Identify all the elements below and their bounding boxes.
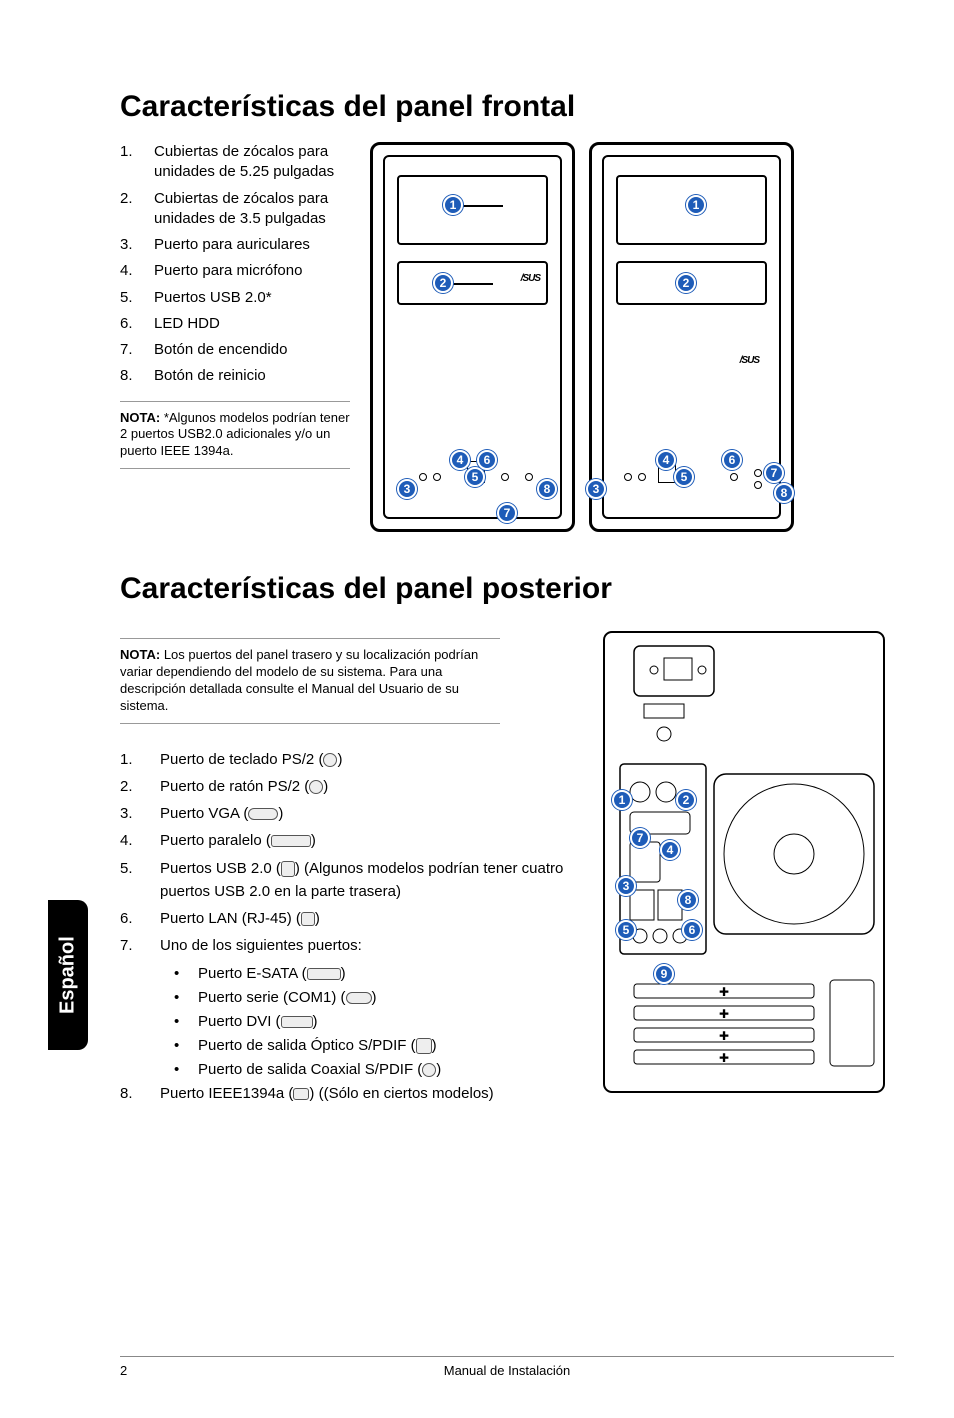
esata-icon [307, 968, 341, 980]
rear-list-item: 3.Puerto VGA () [120, 802, 564, 825]
front-diagrams: /SUS 12345678 /SUS [370, 142, 894, 532]
callout-6: 6 [722, 450, 742, 470]
callout-5: 5 [465, 467, 485, 487]
page-footer: 2 Manual de Instalación [120, 1356, 894, 1378]
callout-2: 2 [676, 273, 696, 293]
callout-4: 4 [660, 840, 680, 860]
callout-9: 9 [654, 964, 674, 984]
vga-icon [248, 808, 278, 820]
front-list-item: 5.Puertos USB 2.0* [120, 288, 350, 308]
rear-sublist-item: Puerto DVI () [174, 1010, 564, 1034]
svg-text:✚: ✚ [719, 1007, 729, 1021]
rear-sublist-item: Puerto de salida Coaxial S/PDIF () [174, 1058, 564, 1082]
front-list-item: 8.Botón de reinicio [120, 366, 350, 386]
svg-text:✚: ✚ [719, 1051, 729, 1065]
callout-7: 7 [497, 503, 517, 523]
callout-2: 2 [433, 273, 453, 293]
callout-5: 5 [616, 920, 636, 940]
rear-panel-text: NOTA: Los puertos del panel trasero y su… [120, 624, 564, 1109]
ps2-icon [309, 780, 323, 794]
callout-7: 7 [630, 828, 650, 848]
front-list-item: 4.Puerto para micrófono [120, 261, 350, 281]
callout-6: 6 [682, 920, 702, 940]
rear-list-item: 8.Puerto IEEE1394a () ((Sólo en ciertos … [120, 1082, 564, 1105]
front-panel-list: 1.Cubiertas de zócalos para unidades de … [120, 142, 350, 469]
front-list-item: 3.Puerto para auriculares [120, 235, 350, 255]
rear-panel-section: NOTA: Los puertos del panel trasero y su… [120, 624, 894, 1109]
ps2-icon [323, 753, 337, 767]
front-list-item: 1.Cubiertas de zócalos para unidades de … [120, 142, 350, 183]
callout-3: 3 [616, 876, 636, 896]
rear-list-item: 6.Puerto LAN (RJ-45) () [120, 907, 564, 930]
front-list-item: 7.Botón de encendido [120, 340, 350, 360]
rear-sublist-item: Puerto E-SATA () [174, 962, 564, 986]
rear-sublist-item: Puerto de salida Óptico S/PDIF () [174, 1034, 564, 1058]
callout-4: 4 [656, 450, 676, 470]
callout-7: 7 [764, 463, 784, 483]
callout-1: 1 [443, 195, 463, 215]
rear-list-item: 7.Uno de los siguientes puertos: [120, 934, 564, 957]
par-icon [271, 835, 311, 847]
rear-list-item: 1.Puerto de teclado PS/2 () [120, 748, 564, 771]
rear-list-item: 4.Puerto paralelo () [120, 829, 564, 852]
rear-note: NOTA: Los puertos del panel trasero y su… [120, 638, 500, 724]
rear-sublist-item: Puerto serie (COM1) () [174, 986, 564, 1010]
callout-8: 8 [678, 890, 698, 910]
front-note: NOTA: *Algunos modelos podrían tener 2 p… [120, 401, 350, 470]
callout-3: 3 [397, 479, 417, 499]
tower-diagram-b: /SUS 1 2 3 45 6 78 [589, 142, 794, 532]
spdif-c-icon [422, 1063, 436, 1077]
rear-list-item: 2.Puerto de ratón PS/2 () [120, 775, 564, 798]
front-panel-section: 1.Cubiertas de zócalos para unidades de … [120, 142, 894, 532]
page-content: Características del panel frontal 1.Cubi… [0, 0, 954, 1139]
front-list-item: 2.Cubiertas de zócalos para unidades de … [120, 189, 350, 230]
rear-list-item: 5.Puertos USB 2.0 () (Algunos modelos po… [120, 857, 564, 904]
callout-1: 1 [686, 195, 706, 215]
front-panel-title: Características del panel frontal [120, 90, 894, 124]
callout-8: 8 [774, 483, 794, 503]
usb-icon [281, 861, 295, 877]
front-list-item: 6.LED HDD [120, 314, 350, 334]
lan-icon [301, 912, 315, 926]
callout-2: 2 [676, 790, 696, 810]
callout-1: 1 [612, 790, 632, 810]
callout-3: 3 [586, 479, 606, 499]
asus-logo: /SUS [521, 273, 540, 284]
callout-4: 4 [450, 450, 470, 470]
asus-logo: /SUS [740, 355, 759, 366]
footer-title: Manual de Instalación [160, 1363, 854, 1378]
svg-text:✚: ✚ [719, 1029, 729, 1043]
spdif-o-icon [416, 1038, 432, 1054]
callout-8: 8 [537, 479, 557, 499]
rear-panel-title: Características del panel posterior [120, 572, 894, 606]
tower-diagram-a: /SUS 1 2 3 456 78 [370, 142, 575, 532]
callout-5: 5 [674, 467, 694, 487]
language-tab: Español [48, 900, 88, 1050]
page-number: 2 [120, 1363, 160, 1378]
com-icon [346, 992, 372, 1004]
callout-6: 6 [477, 450, 497, 470]
1394-icon [293, 1088, 309, 1100]
rear-diagram: ✚ ✚ ✚ ✚ 1 2 3 4 5 6 7 8 9 [594, 624, 894, 1104]
svg-text:✚: ✚ [719, 985, 729, 999]
dvi-icon [281, 1016, 313, 1028]
